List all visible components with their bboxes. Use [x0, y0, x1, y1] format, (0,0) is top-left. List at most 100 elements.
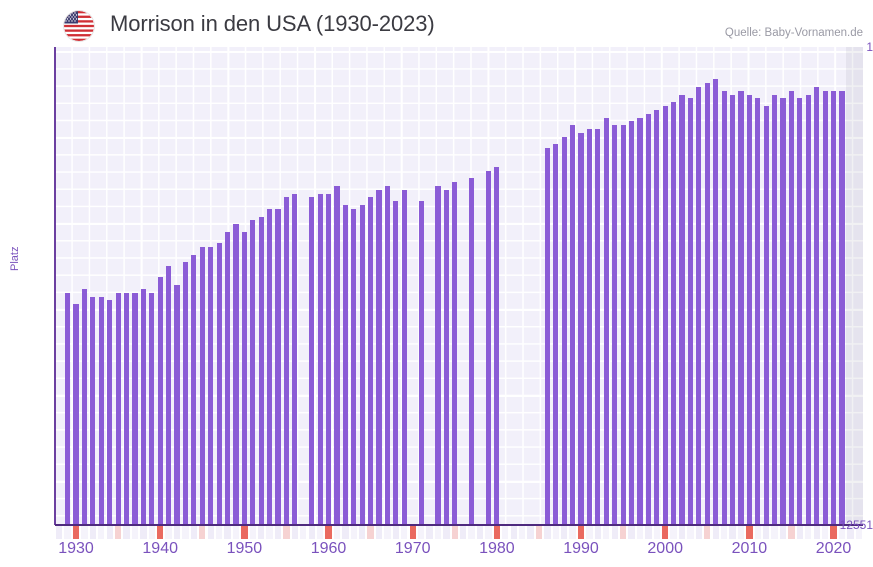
x-tick-cell [359, 525, 366, 539]
x-tick-cell [527, 525, 534, 539]
x-axis-tick-label: 2010 [731, 540, 768, 557]
bar [645, 113, 651, 525]
bar [107, 300, 113, 525]
us-flag-icon [64, 11, 94, 41]
bar [98, 296, 104, 525]
bar [654, 109, 660, 525]
x-tick-cell [148, 525, 155, 539]
bar [123, 292, 130, 525]
bar [317, 193, 323, 525]
x-tick-cell [274, 525, 282, 539]
bar [233, 224, 239, 525]
bar [258, 216, 264, 525]
chart-header: Morrison in den USA (1930-2023) Quelle: … [0, 0, 873, 47]
bar [586, 128, 593, 525]
x-tick-cell [392, 525, 400, 539]
x-tick-cell [653, 525, 660, 539]
x-tick-cell [106, 525, 113, 539]
bar [763, 106, 769, 525]
x-tick-cell [535, 525, 543, 539]
x-tick-cell [56, 525, 63, 539]
x-tick-cell [182, 525, 189, 539]
bar [704, 83, 710, 525]
x-tick-cell [628, 525, 635, 539]
x-tick-cell [426, 525, 433, 539]
bar [662, 106, 668, 525]
bar [241, 231, 247, 525]
x-tick-cell [510, 525, 517, 539]
x-tick-cell [603, 525, 610, 539]
x-tick-cell [569, 525, 576, 539]
x-axis-tick-label: 1930 [58, 540, 94, 557]
bar [687, 98, 694, 525]
x-tick-cell [64, 525, 71, 539]
x-tick-cell [645, 525, 652, 539]
bar [637, 117, 643, 525]
bar [275, 208, 281, 525]
bar [814, 87, 820, 525]
bar [292, 193, 298, 525]
bar [780, 98, 786, 525]
bar [469, 178, 475, 525]
x-tick-cell [417, 525, 425, 539]
bar [359, 205, 365, 525]
x-tick-cell [114, 525, 122, 539]
x-tick-cell [788, 525, 795, 539]
x-tick-cell [215, 525, 223, 539]
source-attribution: Quelle: Baby-Vornamen.de [724, 27, 863, 39]
bar [224, 231, 231, 525]
x-tick-cell [375, 525, 383, 539]
x-tick-cell [401, 525, 408, 539]
x-tick-cell [636, 525, 644, 539]
bar [696, 87, 702, 525]
x-axis-tick-label: 1980 [479, 540, 515, 557]
page-title: Morrison in den USA (1930-2023) [110, 11, 435, 36]
x-tick-cell [544, 525, 551, 539]
x-tick-cell [460, 525, 467, 539]
x-tick-cell [838, 525, 846, 539]
bar [393, 201, 399, 525]
bar [788, 90, 795, 525]
x-tick-cell [695, 525, 703, 539]
x-tick-cell [173, 525, 181, 539]
y-axis-title: Platz [9, 246, 21, 271]
bar [208, 246, 214, 525]
x-tick-cell [493, 525, 501, 539]
bar [267, 208, 273, 525]
y-axis-tick-top: 1 [866, 40, 873, 54]
x-tick-cell [720, 525, 728, 539]
bar [81, 288, 88, 525]
bar [325, 193, 332, 525]
bar [738, 90, 744, 525]
bar [309, 197, 315, 525]
x-tick-cell [434, 525, 442, 539]
bar [595, 128, 601, 525]
bar [132, 292, 138, 525]
x-axis-tick-label: 1940 [142, 540, 178, 557]
bar [351, 208, 357, 525]
x-axis-line [55, 524, 863, 526]
x-tick-cell [342, 525, 349, 539]
bar [746, 94, 752, 525]
bar [797, 98, 803, 525]
x-tick-cell [678, 525, 686, 539]
x-axis-labels: 1930 1940 1950 1960 1970 1980 1990 2000 2010 2020 [0, 540, 873, 564]
bar [182, 262, 189, 525]
bar [485, 170, 492, 525]
bar [90, 296, 96, 525]
x-tick-cell [283, 525, 290, 539]
bar [679, 94, 685, 525]
bar [140, 288, 146, 525]
x-tick-cell [266, 525, 273, 539]
bar [729, 94, 736, 525]
x-axis-tick-label: 1960 [310, 540, 347, 557]
bar [334, 186, 340, 525]
x-tick-cell [662, 525, 669, 539]
x-tick-cell [300, 525, 307, 539]
x-tick-cell [123, 525, 130, 539]
bar [342, 205, 348, 525]
x-tick-cell [199, 525, 206, 539]
x-tick-cell [367, 525, 374, 539]
bar [671, 102, 677, 525]
x-tick-cell [670, 525, 677, 539]
